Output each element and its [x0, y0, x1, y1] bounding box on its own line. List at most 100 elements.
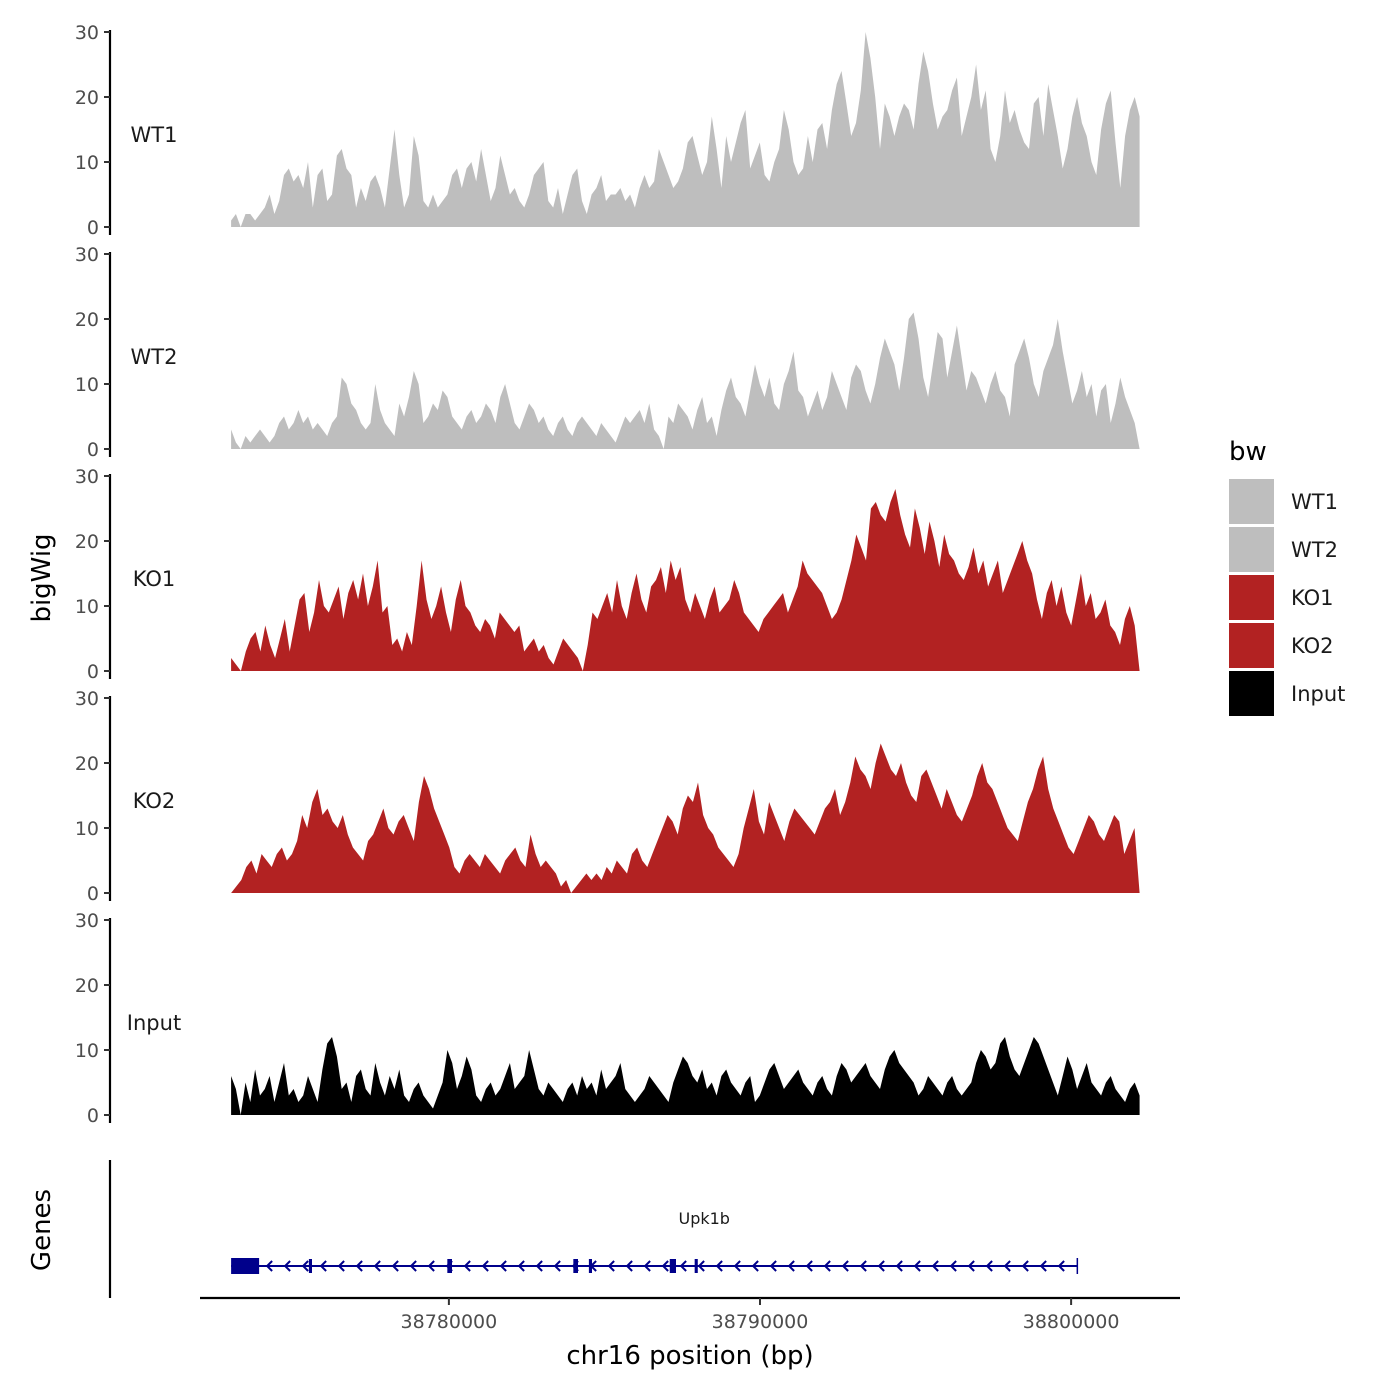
strand-arrow — [463, 1260, 471, 1272]
strand-arrow — [481, 1260, 489, 1272]
area-wt2 — [231, 312, 1140, 449]
exon-cds — [573, 1259, 578, 1273]
strand-arrow — [1003, 1260, 1011, 1272]
panel-label: WT2 — [131, 345, 178, 369]
y-tick-label: 0 — [87, 217, 99, 239]
panel-wt1: 0 10 20 30 WT1 — [75, 22, 1140, 239]
strand-arrow — [697, 1260, 705, 1272]
panel-label: WT1 — [131, 123, 178, 147]
panel-label: KO1 — [133, 567, 176, 591]
legend: bw WT1 WT2 KO1 KO2 Input — [1229, 437, 1345, 716]
y-tick-label: 0 — [87, 883, 99, 905]
strand-arrow — [391, 1260, 399, 1272]
gene-track: Upk1b — [108, 1160, 1079, 1298]
panel-label: Input — [127, 1011, 181, 1035]
strand-arrow — [373, 1260, 381, 1272]
gene-label: Upk1b — [678, 1209, 729, 1228]
exon-cds — [588, 1259, 592, 1273]
area-input — [231, 1037, 1140, 1115]
strand-arrow — [535, 1260, 543, 1272]
y-tick-label: 0 — [87, 661, 99, 683]
strand-arrow — [409, 1260, 417, 1272]
strand-arrow — [643, 1260, 651, 1272]
panel-label: KO2 — [133, 789, 176, 813]
y-tick-label: 10 — [75, 1040, 99, 1062]
strand-arrow — [751, 1260, 759, 1272]
strand-arrow — [823, 1260, 831, 1272]
y-axis-title: bigWig — [27, 533, 57, 622]
x-tick-label: 38780000 — [401, 1311, 498, 1333]
strand-arrow — [841, 1260, 849, 1272]
strand-arrow — [553, 1260, 561, 1272]
x-tick-label: 38790000 — [712, 1311, 809, 1333]
area-ko1 — [231, 489, 1140, 671]
strand-arrow — [895, 1260, 903, 1272]
strand-arrow — [859, 1260, 867, 1272]
exon-utr — [231, 1258, 260, 1274]
strand-arrow — [607, 1260, 615, 1272]
exon-cds — [308, 1259, 312, 1273]
strand-arrow — [319, 1260, 327, 1272]
panel-input: 0 10 20 30 Input — [75, 910, 1140, 1127]
y-tick-label: 10 — [75, 596, 99, 618]
strand-arrow — [1021, 1260, 1029, 1272]
legend-label: WT1 — [1291, 490, 1338, 514]
strand-arrow — [985, 1260, 993, 1272]
panel-ko1: 0 10 20 30 KO1 — [75, 466, 1140, 683]
y-tick-label: 20 — [75, 753, 99, 775]
strand-arrow — [337, 1260, 345, 1272]
legend-swatch-wt2 — [1229, 527, 1274, 572]
legend-label: KO2 — [1291, 634, 1334, 658]
strand-arrow — [679, 1260, 687, 1272]
legend-title: bw — [1229, 437, 1267, 467]
strand-arrow — [1039, 1260, 1047, 1272]
panel-wt2: 0 10 20 30 WT2 — [75, 244, 1140, 461]
y-tick-label: 20 — [75, 531, 99, 553]
legend-swatch-input — [1229, 671, 1274, 716]
strand-arrow — [1057, 1260, 1065, 1272]
strand-arrow — [355, 1260, 363, 1272]
y-tick-label: 30 — [75, 22, 99, 44]
y-tick-label: 0 — [87, 1105, 99, 1127]
y-tick-label: 0 — [87, 439, 99, 461]
exon-cds — [669, 1259, 676, 1273]
y-tick-label: 20 — [75, 309, 99, 331]
strand-arrow — [877, 1260, 885, 1272]
y-tick-label: 30 — [75, 244, 99, 266]
x-axis: 38780000 38790000 38800000 — [200, 1296, 1180, 1333]
area-wt1 — [231, 32, 1140, 227]
strand-arrow — [625, 1260, 633, 1272]
strand-arrow — [427, 1260, 435, 1272]
strand-arrow — [787, 1260, 795, 1272]
x-tick-label: 38800000 — [1023, 1311, 1120, 1333]
strand-arrow — [949, 1260, 957, 1272]
y-tick-label: 20 — [75, 975, 99, 997]
y-tick-label: 20 — [75, 87, 99, 109]
y-tick-label: 10 — [75, 818, 99, 840]
strand-arrow — [661, 1260, 669, 1272]
y-tick-label: 10 — [75, 152, 99, 174]
strand-arrow — [301, 1260, 309, 1272]
legend-swatch-wt1 — [1229, 479, 1274, 524]
y-tick-label: 10 — [75, 374, 99, 396]
y-tick-label: 30 — [75, 466, 99, 488]
strand-arrow — [967, 1260, 975, 1272]
gene-track-title: Genes — [27, 1189, 57, 1271]
strand-arrow — [733, 1260, 741, 1272]
strand-arrow — [769, 1260, 777, 1272]
track-panels: 0 10 20 30 WT1 0 10 20 30 WT2 0 10 20 30 KO1 0 10 20 30 KO2… — [75, 22, 1140, 1127]
legend-label: Input — [1291, 682, 1345, 706]
exon-cds — [694, 1259, 698, 1273]
strand-arrow — [283, 1260, 291, 1272]
strand-arrow — [913, 1260, 921, 1272]
legend-swatch-ko2 — [1229, 623, 1274, 668]
legend-swatch-ko1 — [1229, 575, 1274, 620]
strand-arrow — [517, 1260, 525, 1272]
x-axis-title: chr16 position (bp) — [566, 1341, 813, 1371]
strand-arrow — [715, 1260, 723, 1272]
strand-arrow — [499, 1260, 507, 1272]
strand-arrow — [265, 1260, 273, 1272]
area-ko2 — [231, 743, 1140, 893]
panel-ko2: 0 10 20 30 KO2 — [75, 688, 1140, 905]
